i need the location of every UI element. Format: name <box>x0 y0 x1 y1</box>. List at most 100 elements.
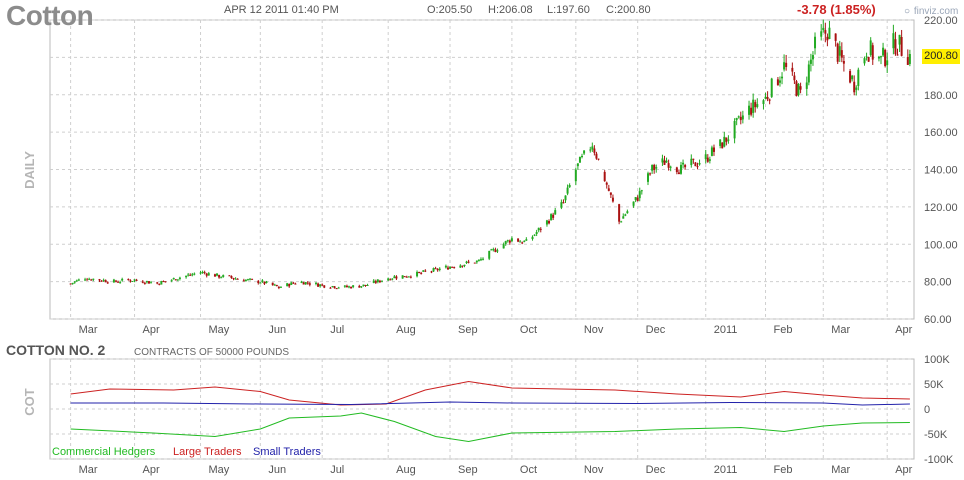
price-candle-body <box>809 59 812 64</box>
price-candle-body <box>199 272 202 274</box>
price-candle-body <box>762 100 765 105</box>
price-candle-body <box>593 148 596 153</box>
price-candle-body <box>704 154 707 160</box>
price-candle-body <box>611 197 614 202</box>
price-candle-body <box>222 275 225 278</box>
price-candle-body <box>331 286 334 288</box>
price-candle-body <box>545 220 548 225</box>
price-candle-body <box>176 279 179 281</box>
price-candle-body <box>698 162 701 165</box>
price-candle-body <box>791 67 794 72</box>
price-candle-body <box>302 282 305 285</box>
price-candle-body <box>822 27 825 31</box>
price-candle-body <box>106 282 109 284</box>
price-candle-body <box>752 99 755 113</box>
price-candle-body <box>249 278 252 280</box>
price-candle-body <box>343 285 346 287</box>
price-candle-body <box>828 27 831 40</box>
price-candle-body <box>634 197 637 200</box>
price-candle-body <box>479 259 482 261</box>
price-candle-body <box>871 45 874 60</box>
price-candle-body <box>420 272 423 274</box>
price-candle-body <box>892 33 895 49</box>
price-candle-body <box>391 278 394 280</box>
price-candle-body <box>504 241 507 244</box>
price-candle-body <box>869 40 872 56</box>
price-candle-body <box>350 286 353 289</box>
price-candle-body <box>882 47 885 56</box>
price-candle-body <box>290 282 293 285</box>
price-candle-body <box>636 197 639 202</box>
price-candle-body <box>574 169 577 182</box>
price-candle-body <box>653 164 656 171</box>
price-candle-body <box>533 234 536 236</box>
price-candle-body <box>677 172 680 175</box>
brand-label: ○ finviz.com <box>904 6 958 17</box>
price-candle-body <box>739 116 742 121</box>
price-candle-body <box>244 279 247 282</box>
price-candle-body <box>467 261 470 263</box>
price-candle-body <box>213 274 216 277</box>
price-candle-body <box>857 69 860 87</box>
price-x-tick-label: Dec <box>646 324 666 336</box>
price-y-tick-label: 160.00 <box>924 127 958 139</box>
price-candle-body <box>380 280 383 282</box>
price-candle-body <box>261 280 264 282</box>
symbol-title: Cotton <box>6 0 94 31</box>
price-candle-body <box>783 62 786 70</box>
price-y-tick-label: 100.00 <box>924 239 958 251</box>
price-x-tick-label: Aug <box>396 324 416 336</box>
cot-x-tick-label: Sep <box>458 464 478 476</box>
price-candle-body <box>723 136 726 147</box>
price-candle-body <box>451 266 454 268</box>
price-candle-body <box>826 36 829 41</box>
price-candle-body <box>842 61 845 64</box>
price-candle-body <box>684 165 687 168</box>
price-candle-body <box>135 279 138 281</box>
price-candle-body <box>741 115 744 120</box>
price-candle-body <box>535 232 538 235</box>
price-candle-body <box>754 102 757 108</box>
price-candle-body <box>799 86 802 90</box>
legend-small-traders: Small Traders <box>253 446 321 458</box>
price-candle-body <box>286 283 289 287</box>
price-candle-body <box>609 192 612 195</box>
price-candle-body <box>811 55 814 60</box>
price-candle-body <box>562 202 565 204</box>
price-candle-body <box>436 269 439 271</box>
price-candle-body <box>162 281 165 283</box>
price-candle-body <box>550 214 553 221</box>
price-candle-body <box>271 282 274 286</box>
price-candle-body <box>661 158 664 163</box>
price-candle-body <box>696 166 699 168</box>
price-candle-body <box>77 279 80 281</box>
price-candle-body <box>424 270 427 272</box>
price-candle-body <box>143 282 146 284</box>
price-candle-body <box>900 37 903 56</box>
price-candle-body <box>778 80 781 83</box>
price-candle-body <box>201 271 204 273</box>
price-candle-body <box>795 81 798 97</box>
price-candle-body <box>117 281 120 283</box>
cot-x-tick-label: Jul <box>330 464 344 476</box>
price-candle-body <box>449 266 452 269</box>
cot-title: COTTON NO. 2 <box>6 342 106 358</box>
price-x-tick-label: Apr <box>143 324 160 336</box>
price-candle-body <box>409 276 412 278</box>
price-candle-body <box>908 54 911 64</box>
price-candle-body <box>737 116 740 118</box>
price-candle-body <box>347 286 350 288</box>
price-candle-body <box>814 36 817 49</box>
price-candle-body <box>432 268 435 272</box>
cot-y-tick-label: 50K <box>924 379 944 391</box>
price-x-tick-label: Oct <box>520 324 537 336</box>
cot-y-tick-label: -100K <box>924 454 954 466</box>
price-y-tick-label: 180.00 <box>924 90 958 102</box>
price-candle-body <box>416 271 419 277</box>
price-candle-body <box>207 273 210 276</box>
cot-series-line <box>70 401 910 406</box>
price-candle-body <box>234 278 237 280</box>
price-candle-body <box>539 228 542 230</box>
price-candle-body <box>554 210 557 215</box>
